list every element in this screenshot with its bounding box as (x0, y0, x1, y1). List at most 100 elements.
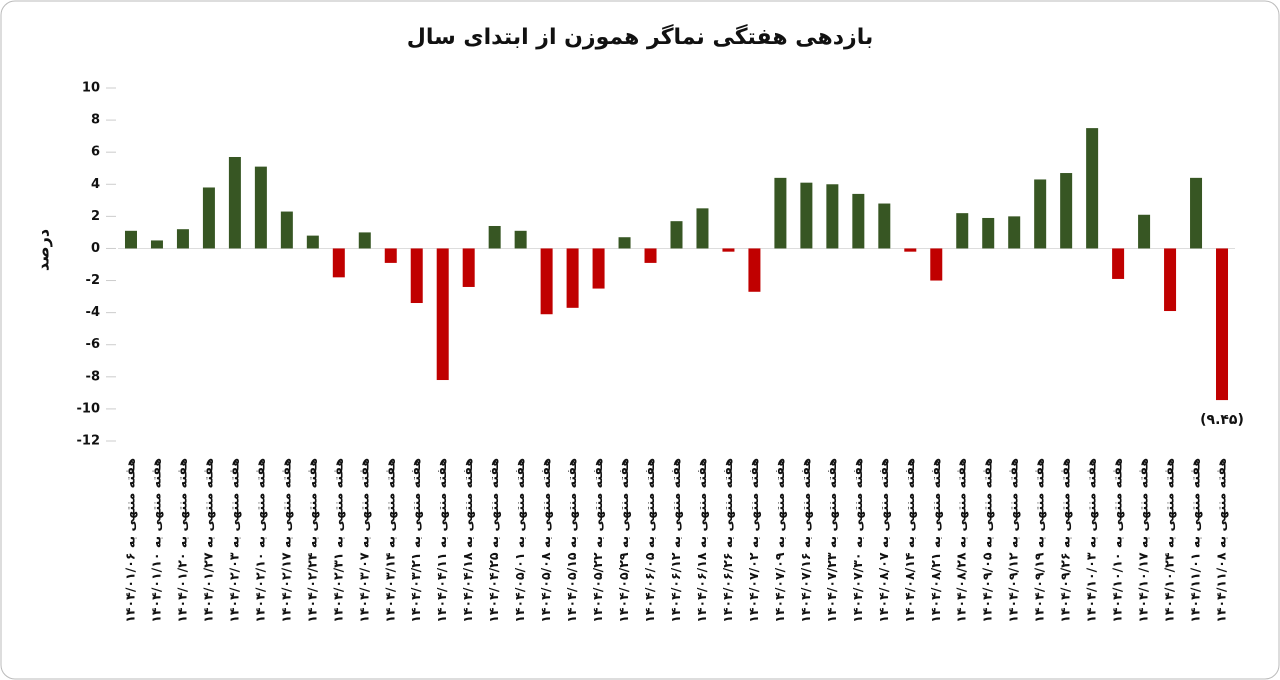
bar (722, 248, 735, 252)
x-tick-label: هفته منتهی به ۱۴۰۴/۰۴/۱۸ (460, 458, 475, 623)
y-tick-label: -6 (86, 337, 100, 352)
y-tick-label: -12 (77, 434, 101, 449)
x-tick-label: هفته منتهی به ۱۴۰۴/۰۳/۲۱ (408, 458, 423, 623)
x-tick-label: هفته منتهی به ۱۴۰۴/۰۲/۳۱ (330, 458, 345, 623)
bar (150, 240, 163, 249)
bar (618, 237, 631, 249)
x-tick-label: هفته منتهی به ۱۴۰۴/۰۲/۲۴ (304, 458, 319, 623)
y-axis-title: درصد (34, 229, 53, 271)
bar (1112, 248, 1125, 279)
x-tick-label: هفته منتهی به ۱۴۰۴/۱۰/۰۳ (1084, 458, 1099, 623)
bar (670, 221, 683, 249)
y-tick-label: -10 (77, 401, 101, 416)
x-tick-label: هفته منتهی به ۱۴۰۴/۰۲/۱۰ (252, 458, 267, 623)
x-tick-label: هفته منتهی به ۱۴۰۴/۰۷/۱۶ (798, 458, 813, 623)
bar (202, 187, 215, 249)
bar (826, 184, 839, 249)
bar (852, 193, 865, 249)
y-tick-label: -8 (86, 369, 100, 384)
x-tick-label: هفته منتهی به ۱۴۰۴/۱۰/۲۴ (1162, 458, 1177, 623)
x-tick-label: هفته منتهی به ۱۴۰۴/۰۹/۱۹ (1032, 458, 1047, 623)
bar (280, 211, 293, 249)
bar (228, 156, 241, 249)
bar (514, 230, 527, 249)
y-tick-label: -2 (86, 273, 100, 288)
x-tick-label: هفته منتهی به ۱۴۰۴/۰۷/۳۰ (850, 458, 865, 623)
bar (488, 225, 501, 249)
bar (1034, 179, 1047, 249)
bar (462, 248, 475, 287)
x-tick-label: هفته منتهی به ۱۴۰۴/۰۵/۲۹ (616, 458, 631, 623)
x-tick-label: هفته منتهی به ۱۴۰۴/۱۰/۱۷ (1136, 458, 1151, 623)
bar (176, 229, 189, 249)
x-tick-label: هفته منتهی به ۱۴۰۴/۰۶/۰۵ (642, 458, 657, 623)
y-tick-label: 2 (91, 209, 100, 224)
y-tick-label: 6 (91, 145, 100, 160)
x-tick-label: هفته منتهی به ۱۴۰۴/۰۵/۰۱ (512, 458, 527, 623)
bar (956, 213, 969, 249)
bar (124, 230, 137, 249)
bar (1164, 248, 1177, 312)
x-tick-label: هفته منتهی به ۱۴۰۴/۰۳/۱۴ (382, 458, 397, 623)
bar (410, 248, 423, 304)
x-tick-label: هفته منتهی به ۱۴۰۴/۰۶/۱۸ (694, 458, 709, 623)
bar (774, 177, 787, 249)
bar (748, 248, 761, 292)
x-tick-label: هفته منتهی به ۱۴۰۴/۰۸/۲۱ (928, 458, 943, 623)
y-tick-label: -4 (86, 305, 100, 320)
x-tick-label: هفته منتهی به ۱۴۰۴/۰۸/۱۴ (902, 458, 917, 623)
x-tick-label: هفته منتهی به ۱۴۰۴/۰۷/۲۳ (824, 458, 839, 623)
x-tick-label: هفته منتهی به ۱۴۰۴/۰۵/۱۵ (564, 458, 579, 623)
x-tick-label: هفته منتهی به ۱۴۰۴/۰۵/۲۲ (590, 458, 605, 623)
bar (1008, 216, 1021, 249)
x-tick-label: هفته منتهی به ۱۴۰۴/۰۱/۰۶ (122, 458, 137, 623)
bar (800, 182, 813, 249)
x-tick-label: هفته منتهی به ۱۴۰۴/۰۱/۱۰ (148, 458, 163, 623)
x-tick-label: هفته منتهی به ۱۴۰۴/۰۸/۰۷ (876, 458, 891, 623)
x-tick-label: هفته منتهی به ۱۴۰۴/۰۲/۱۷ (278, 458, 293, 623)
bar (878, 203, 891, 249)
bar (436, 248, 449, 381)
x-tick-label: هفته منتهی به ۱۴۰۴/۰۹/۲۶ (1058, 458, 1073, 623)
bar (930, 248, 943, 281)
bar (540, 248, 553, 315)
data-label: (۹.۴۵) (1200, 412, 1244, 428)
x-tick-label: هفته منتهی به ۱۴۰۴/۱۱/۰۱ (1188, 458, 1203, 623)
bar (1190, 177, 1203, 249)
x-tick-label: هفته منتهی به ۱۴۰۴/۰۶/۲۶ (720, 458, 735, 623)
x-tick-label: هفته منتهی به ۱۴۰۴/۰۱/۲۰ (174, 458, 189, 623)
bar (1216, 248, 1229, 401)
bar (332, 248, 345, 278)
x-tick-label: هفته منتهی به ۱۴۰۴/۰۹/۱۲ (1006, 458, 1021, 623)
bar (254, 166, 267, 249)
bar (566, 248, 579, 308)
bar (982, 217, 995, 249)
y-tick-label: 8 (91, 113, 100, 128)
bar (644, 248, 657, 263)
bar (358, 232, 371, 249)
x-tick-label: هفته منتهی به ۱۴۰۴/۰۴/۲۵ (486, 458, 501, 623)
bar (592, 248, 605, 289)
y-tick-label: 0 (91, 241, 100, 256)
bar (306, 235, 319, 249)
bar (384, 248, 397, 263)
bar (1086, 128, 1099, 249)
x-tick-label: هفته منتهی به ۱۴۰۴/۱۱/۰۸ (1214, 458, 1229, 623)
chart-title: بازدهی هفتگی نماگر هموزن از ابتدای سال (407, 23, 873, 50)
x-tick-label: هفته منتهی به ۱۴۰۴/۰۷/۰۲ (746, 458, 761, 623)
x-tick-label: هفته منتهی به ۱۴۰۴/۰۳/۰۷ (356, 458, 371, 623)
bar (1138, 214, 1151, 249)
y-tick-label: 4 (91, 177, 100, 192)
x-tick-label: هفته منتهی به ۱۴۰۴/۰۹/۰۵ (980, 458, 995, 623)
bar (696, 208, 709, 249)
bar (904, 248, 917, 252)
bar (1060, 173, 1073, 249)
x-tick-label: هفته منتهی به ۱۴۰۴/۰۲/۰۳ (226, 458, 241, 623)
x-tick-label: هفته منتهی به ۱۴۰۴/۰۴/۱۱ (434, 458, 449, 623)
y-tick-label: 10 (82, 81, 100, 96)
x-tick-label: هفته منتهی به ۱۴۰۴/۰۶/۱۲ (668, 458, 683, 623)
x-tick-label: هفته منتهی به ۱۴۰۴/۰۵/۰۸ (538, 458, 553, 623)
x-tick-label: هفته منتهی به ۱۴۰۴/۰۱/۲۷ (200, 458, 215, 623)
